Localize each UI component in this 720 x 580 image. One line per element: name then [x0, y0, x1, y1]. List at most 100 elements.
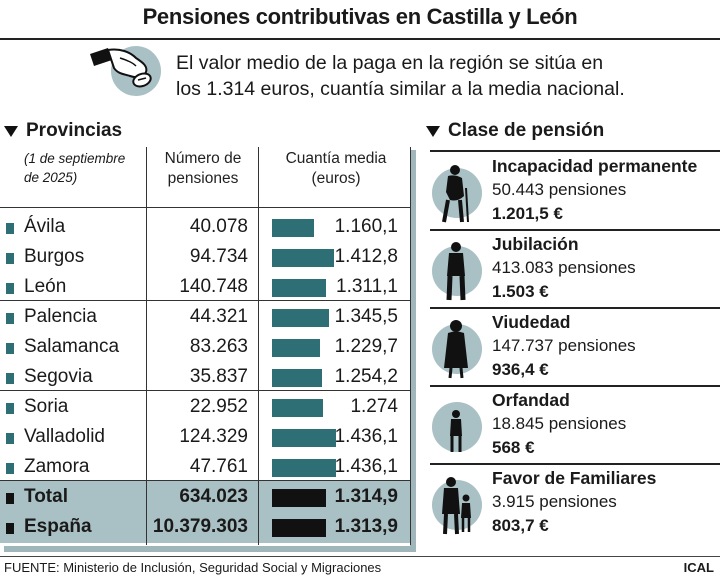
intro-line-2: los 1.314 euros, cuantía similar a la me… [176, 78, 625, 100]
amount-bar [272, 339, 320, 357]
average-amount: 1.160,1 [334, 216, 398, 237]
table-right-edge [410, 147, 411, 545]
pension-type-count: 18.845 pensiones [492, 414, 627, 433]
column-header-amount: Cuantía media (euros) [262, 149, 410, 189]
amount-bar [272, 399, 323, 417]
amount-bar [272, 249, 334, 267]
hand-with-coin-icon [90, 46, 161, 96]
column-header-amount-line-1: Cuantía media [285, 150, 387, 167]
average-amount: 1.345,5 [334, 306, 398, 327]
row-marker [6, 403, 14, 414]
row-marker [6, 433, 14, 444]
average-amount: 1.274 [350, 396, 398, 417]
table-row: Burgos 94.734 1.412,8 [0, 242, 410, 272]
pension-type-name: Orfandad [492, 390, 570, 410]
table-row: Ávila 40.078 1.160,1 [0, 212, 410, 242]
child-icon [438, 396, 474, 458]
pension-count: 83.263 [189, 336, 248, 357]
pension-type-card: Favor de Familiares 3.915 pensiones 803,7 … [430, 468, 718, 540]
pension-count: 35.837 [189, 366, 248, 387]
table-row: Soria 22.952 1.274 [0, 392, 410, 422]
pension-types-top-rule [430, 150, 720, 152]
table-shadow [410, 150, 416, 552]
average-amount: 1.314,9 [334, 486, 398, 507]
province-name: Salamanca [24, 336, 120, 357]
group-divider [0, 390, 410, 391]
table-row: Valladolid 124.329 1.436,1 [0, 422, 410, 452]
province-name: Ávila [24, 216, 66, 237]
pension-count: 40.078 [189, 216, 248, 237]
province-name: Segovia [24, 366, 93, 387]
row-marker [6, 373, 14, 384]
pension-type-count: 50.443 pensiones [492, 180, 627, 199]
column-divider [258, 147, 259, 545]
province-name: Palencia [24, 306, 97, 327]
row-marker [6, 463, 14, 474]
province-name: España [24, 516, 92, 537]
header-divider [0, 480, 410, 481]
amount-bar [272, 459, 336, 477]
pension-type-name: Jubilación [492, 234, 579, 254]
pension-types-heading-label: Clase de pensión [448, 120, 605, 141]
average-amount: 1.311,1 [336, 276, 398, 297]
pension-count: 47.761 [189, 456, 248, 477]
table-row: Palencia 44.321 1.345,5 [0, 302, 410, 332]
table-row: Salamanca 83.263 1.229,7 [0, 332, 410, 362]
column-header-count-line-2: pensiones [167, 170, 239, 187]
amount-bar [272, 489, 326, 507]
row-marker [6, 313, 14, 324]
province-name: Soria [24, 396, 69, 417]
elderly-person-icon [438, 240, 474, 302]
total-row: España 10.379.303 1.313,9 [0, 512, 410, 542]
card-divider [430, 229, 720, 231]
pension-type-card: Jubilación 413.083 pensiones 1.503 € [430, 234, 718, 306]
amount-bar [272, 519, 326, 537]
row-marker [6, 223, 14, 234]
pension-count: 634.023 [179, 486, 248, 507]
footer-divider [0, 556, 720, 557]
table-row: Segovia 35.837 1.254,2 [0, 362, 410, 392]
pension-count: 124.329 [179, 426, 248, 447]
pension-type-name: Incapacidad permanente [492, 156, 698, 176]
amount-bar [272, 369, 322, 387]
table-row: Zamora 47.761 1.436,1 [0, 452, 410, 482]
row-marker [6, 493, 14, 504]
column-divider [146, 147, 147, 545]
average-amount: 1.313,9 [334, 516, 398, 537]
column-header-amount-line-2: (euros) [311, 170, 361, 187]
chart-title: Pensiones contributivas en Castilla y Le… [142, 4, 578, 29]
intro-line-1: El valor medio de la paga en la región s… [176, 52, 604, 74]
pension-type-card: Orfandad 18.845 pensiones 568 € [430, 390, 718, 462]
row-marker [6, 283, 14, 294]
person-with-cane-icon [438, 162, 474, 224]
table-shadow-bottom [4, 546, 416, 552]
average-amount: 1.254,2 [334, 366, 398, 387]
amount-bar [272, 429, 336, 447]
widow-icon [438, 318, 474, 380]
pension-type-card: Incapacidad permanente 50.443 pensiones 1.… [430, 156, 718, 228]
card-divider [430, 385, 720, 387]
provinces-heading-label: Provincias [26, 120, 123, 141]
pension-type-name: Viudedad [492, 312, 571, 332]
family-icon [438, 474, 474, 536]
pension-type-name: Favor de Familiares [492, 468, 657, 488]
pension-type-amount: 1.201,5 € [492, 204, 563, 223]
pension-count: 94.734 [189, 246, 248, 267]
province-name: Valladolid [24, 426, 105, 447]
card-divider [430, 307, 720, 309]
triangle-down-icon [426, 125, 440, 137]
credit: ICAL [683, 560, 714, 575]
pension-type-amount: 803,7 € [492, 516, 549, 535]
table-row: León 140.748 1.311,1 [0, 272, 410, 302]
average-amount: 1.436,1 [334, 426, 398, 447]
group-divider [0, 300, 410, 301]
header-divider [0, 207, 410, 208]
average-amount: 1.436,1 [334, 456, 398, 477]
pension-type-amount: 1.503 € [492, 282, 549, 301]
source-note: FUENTE: Ministerio de Inclusión, Segurid… [4, 560, 382, 575]
province-name: León [24, 276, 67, 297]
province-name: Burgos [24, 246, 85, 267]
pension-type-count: 3.915 pensiones [492, 492, 617, 511]
province-name: Total [24, 486, 68, 507]
pension-count: 10.379.303 [152, 516, 248, 537]
